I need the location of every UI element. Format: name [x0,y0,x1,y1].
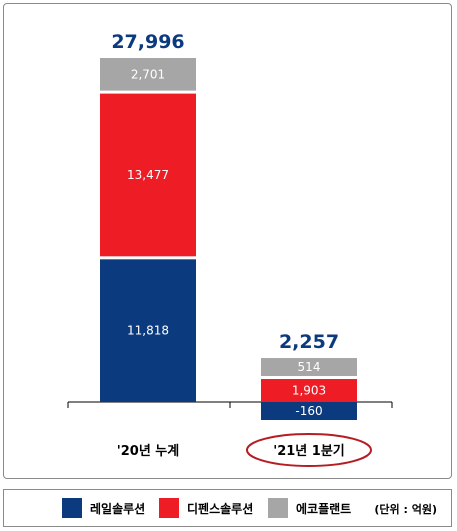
bar-segment-defense-1 [261,379,357,402]
unit-note: (단위 : 억원) [374,503,437,516]
bar-segment-defense-0 [100,93,196,257]
total-label-1: 2,257 [279,331,339,353]
data-label-eco-0: 2,701 [131,67,165,81]
data-label-rail-0: 11,818 [127,324,169,338]
legend-label-rail: 레일솔루션 [90,501,146,516]
data-label-eco-1: 514 [298,360,321,374]
legend-panel: 레일솔루션 디펜스솔루션 에코플랜트 (단위 : 억원) [3,489,452,527]
category-label-0: '20년 누계 [117,444,179,459]
data-label-rail-1: -160 [295,404,322,418]
total-label-0: 27,996 [111,31,184,53]
chart-panel [3,3,452,479]
data-label-defense-1: 1,903 [292,384,326,398]
highlight-ring [246,433,372,467]
legend-swatch-eco [268,498,288,518]
bar-segment-rail-1 [261,402,357,420]
category-label-1: '21년 1분기 [273,444,345,459]
legend-item-eco: 에코플랜트 [268,498,351,518]
legend-item-defense: 디펜스솔루션 [159,498,253,518]
legend-item-rail: 레일솔루션 [62,498,145,518]
bar-segment-eco-1 [261,358,357,377]
legend-swatch-defense [159,498,179,518]
legend-swatch-rail [62,498,82,518]
data-label-defense-0: 13,477 [127,168,169,182]
legend-label-defense: 디펜스솔루션 [187,501,254,516]
bar-segment-rail-0 [100,259,196,402]
bar-segment-eco-0 [100,58,196,91]
legend-label-eco: 에코플랜트 [296,501,352,516]
